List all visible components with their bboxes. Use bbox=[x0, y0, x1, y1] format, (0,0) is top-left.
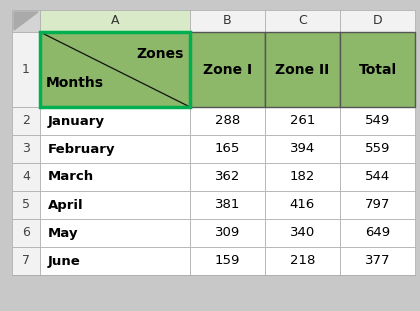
Text: 340: 340 bbox=[290, 226, 315, 239]
Bar bbox=[265, 107, 340, 135]
Bar bbox=[340, 219, 415, 247]
Text: 218: 218 bbox=[290, 254, 315, 267]
Text: 649: 649 bbox=[365, 226, 390, 239]
Text: April: April bbox=[48, 198, 84, 211]
Text: 797: 797 bbox=[365, 198, 390, 211]
Bar bbox=[190, 135, 265, 163]
Text: 394: 394 bbox=[290, 142, 315, 156]
Text: 7: 7 bbox=[22, 254, 30, 267]
Text: 362: 362 bbox=[215, 170, 240, 183]
Bar bbox=[40, 135, 190, 163]
Bar bbox=[40, 219, 190, 247]
Bar bbox=[40, 191, 190, 219]
Text: 544: 544 bbox=[365, 170, 390, 183]
Bar bbox=[190, 247, 265, 275]
Text: B: B bbox=[223, 15, 232, 27]
Bar bbox=[340, 191, 415, 219]
Bar bbox=[12, 191, 40, 219]
Text: 165: 165 bbox=[215, 142, 240, 156]
Text: Zone II: Zone II bbox=[276, 63, 330, 77]
Text: 416: 416 bbox=[290, 198, 315, 211]
Text: Zone I: Zone I bbox=[203, 63, 252, 77]
Text: 377: 377 bbox=[365, 254, 390, 267]
Text: January: January bbox=[48, 114, 105, 128]
Text: May: May bbox=[48, 226, 79, 239]
Bar bbox=[40, 163, 190, 191]
Text: A: A bbox=[111, 15, 119, 27]
Bar bbox=[190, 219, 265, 247]
Bar bbox=[265, 247, 340, 275]
Text: 6: 6 bbox=[22, 226, 30, 239]
Text: 381: 381 bbox=[215, 198, 240, 211]
Text: June: June bbox=[48, 254, 81, 267]
Text: 2: 2 bbox=[22, 114, 30, 128]
Bar bbox=[190, 32, 265, 107]
Text: C: C bbox=[298, 15, 307, 27]
Text: 559: 559 bbox=[365, 142, 390, 156]
Text: 159: 159 bbox=[215, 254, 240, 267]
Text: Total: Total bbox=[358, 63, 396, 77]
Bar bbox=[265, 219, 340, 247]
Text: 1: 1 bbox=[22, 63, 30, 76]
Text: 182: 182 bbox=[290, 170, 315, 183]
Bar bbox=[12, 163, 40, 191]
Text: D: D bbox=[373, 15, 382, 27]
Bar bbox=[340, 247, 415, 275]
Bar bbox=[340, 10, 415, 32]
Bar bbox=[12, 219, 40, 247]
Bar bbox=[40, 107, 190, 135]
Bar bbox=[12, 32, 40, 107]
Text: 288: 288 bbox=[215, 114, 240, 128]
Bar bbox=[40, 247, 190, 275]
Bar bbox=[265, 163, 340, 191]
Text: Months: Months bbox=[46, 76, 104, 90]
Text: 3: 3 bbox=[22, 142, 30, 156]
Bar bbox=[265, 10, 340, 32]
Bar bbox=[40, 32, 190, 107]
Bar bbox=[12, 107, 40, 135]
Polygon shape bbox=[14, 12, 38, 30]
Text: Zones: Zones bbox=[136, 48, 184, 62]
Text: 309: 309 bbox=[215, 226, 240, 239]
Bar bbox=[265, 191, 340, 219]
Bar bbox=[12, 135, 40, 163]
Text: 549: 549 bbox=[365, 114, 390, 128]
Bar bbox=[190, 163, 265, 191]
Bar bbox=[340, 135, 415, 163]
Bar bbox=[40, 32, 190, 107]
Text: February: February bbox=[48, 142, 116, 156]
Bar bbox=[190, 107, 265, 135]
Text: March: March bbox=[48, 170, 94, 183]
Text: 5: 5 bbox=[22, 198, 30, 211]
Bar bbox=[265, 135, 340, 163]
Bar bbox=[40, 10, 190, 32]
Bar bbox=[190, 10, 265, 32]
Text: 261: 261 bbox=[290, 114, 315, 128]
Bar bbox=[340, 32, 415, 107]
Bar bbox=[12, 10, 40, 32]
Bar bbox=[340, 107, 415, 135]
Bar bbox=[190, 191, 265, 219]
Bar bbox=[265, 32, 340, 107]
Text: 4: 4 bbox=[22, 170, 30, 183]
Bar bbox=[12, 247, 40, 275]
Bar bbox=[340, 163, 415, 191]
